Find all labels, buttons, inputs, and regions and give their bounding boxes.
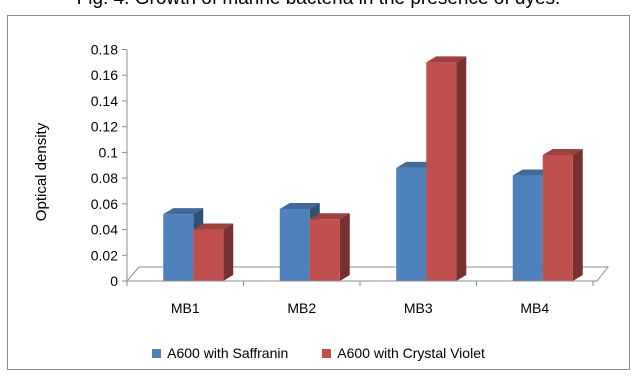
bar-front [396, 167, 427, 281]
bar-top [542, 148, 583, 155]
bar-front [542, 154, 573, 281]
bar-top [193, 223, 234, 230]
bar-front [426, 62, 457, 281]
bar-front [163, 214, 194, 281]
legend-label-crystal-violet: A600 with Crystal Violet [337, 345, 485, 361]
bar-side [223, 223, 234, 281]
y-tick-label: 0.04 [91, 222, 118, 238]
legend-swatch-crystal-violet [322, 348, 332, 358]
y-tick-label: 0.14 [91, 93, 118, 109]
y-axis-title: Optical density [33, 122, 50, 221]
legend-item-saffranin: A600 with Saffranin [152, 345, 288, 361]
bar-top [279, 202, 320, 209]
legend-swatch-saffranin [152, 348, 162, 358]
bar-mb2-series-1 [309, 213, 350, 281]
x-category-label: MB4 [520, 300, 549, 316]
y-tick-label: 0.08 [91, 170, 118, 186]
y-tick-label: 0.12 [91, 119, 118, 135]
legend-label-saffranin: A600 with Saffranin [167, 345, 289, 361]
bar-mb1-series-0 [163, 208, 204, 281]
bar-mb3-series-1 [426, 56, 467, 281]
x-category-label: MB1 [171, 300, 200, 316]
bar-front [279, 208, 310, 281]
bar-mb1-series-1 [193, 223, 234, 281]
x-category-label: MB3 [404, 300, 433, 316]
bar-top [426, 56, 467, 63]
bar-side [339, 213, 350, 281]
bar-mb4-series-1 [542, 148, 583, 281]
figure-caption: Fig. 4: Growth of marine bacteria in the… [0, 0, 637, 10]
x-category-label: MB2 [287, 300, 316, 316]
bar-top [309, 213, 350, 220]
bar-front [193, 229, 224, 281]
y-tick-label: 0.02 [91, 247, 118, 263]
y-tick-label: 0.1 [99, 144, 119, 160]
bar-side [572, 148, 583, 281]
bar-front [309, 219, 340, 281]
bar-side [456, 56, 467, 281]
y-tick-label: 0 [110, 273, 118, 289]
bar-front [512, 175, 543, 281]
legend-item-crystal-violet: A600 with Crystal Violet [322, 345, 485, 361]
x-axis: MB1 MB2 MB3 MB4 [126, 280, 597, 316]
legend: A600 with Saffranin A600 with Crystal Vi… [0, 345, 637, 361]
y-tick-label: 0.16 [91, 67, 118, 83]
y-tick-label: 0.18 [91, 42, 118, 58]
y-tick-label: 0.06 [91, 196, 118, 212]
y-axis: 0 0.02 0.04 0.06 0.08 0.1 0.12 0.14 0.16 0.18 [91, 42, 128, 289]
bar-top [163, 208, 204, 215]
bars [163, 56, 583, 281]
